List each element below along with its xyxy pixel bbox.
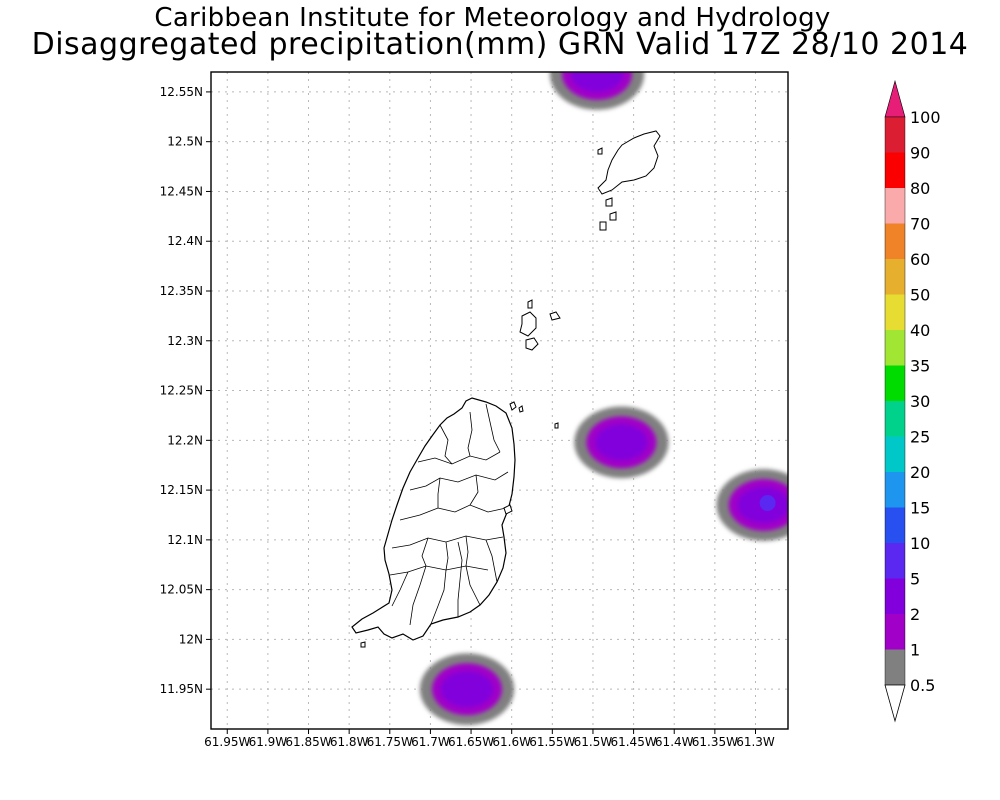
x-tick-label: 61.8W [330, 735, 369, 749]
colorbar-label: 20 [910, 463, 930, 482]
islets [360, 130, 661, 648]
colorbar-over-arrow [884, 79, 906, 118]
x-tick-label: 61.3W [736, 735, 775, 749]
colorbar-label: 0.5 [910, 676, 935, 695]
chart-title: Caribbean Institute for Meteorology and … [154, 3, 831, 33]
y-tick-label: 12.55N [160, 85, 203, 99]
colorbar-label: 2 [910, 605, 920, 624]
y-tick-label: 12.25N [160, 384, 203, 398]
colorbar-box [885, 188, 905, 224]
colorbar-under-arrow [884, 684, 906, 723]
colorbar-box [885, 614, 905, 650]
colorbar-box [885, 294, 905, 330]
colorbar-label: 1 [910, 641, 920, 660]
colorbar-label: 15 [910, 499, 930, 518]
colorbar-box [885, 223, 905, 259]
y-tick-label: 12.3N [167, 334, 203, 348]
x-tick-label: 61.85W [285, 735, 331, 749]
colorbar-box [885, 543, 905, 579]
plot-frame [210, 71, 789, 730]
x-tick-label: 61.6W [492, 735, 531, 749]
colorbar-box [885, 401, 905, 437]
colorbar-box [885, 330, 905, 366]
colorbar-label: 5 [910, 570, 920, 589]
x-tick-label: 61.55W [529, 735, 575, 749]
colorbar-box [885, 152, 905, 188]
x-tick-label: 61.95W [204, 735, 250, 749]
carriacou-island [597, 130, 661, 195]
parish-boundaries [389, 403, 509, 626]
latitude-axis: 11.95N 12N 12.05N 12.1N 12.15N 12.2N 12.25N 12.… [160, 85, 211, 696]
colorbar-label: 40 [910, 321, 930, 340]
colorbar-box [885, 472, 905, 508]
y-tick-label: 12.1N [167, 533, 203, 547]
colorbar-label: 35 [910, 357, 930, 376]
colorbar-label: 70 [910, 215, 930, 234]
x-tick-label: 61.45W [610, 735, 656, 749]
x-tick-label: 61.5W [574, 735, 613, 749]
land-outlines [351, 130, 661, 648]
precip-cell [419, 653, 515, 726]
precip-cell [549, 72, 645, 110]
precip-cell [574, 406, 669, 479]
y-tick-label: 12.5N [167, 135, 203, 149]
x-tick-label: 61.7W [411, 735, 450, 749]
x-tick-label: 61.65W [448, 735, 494, 749]
y-tick-label: 12.05N [160, 583, 203, 597]
grenada-island [351, 397, 516, 641]
colorbar-box [885, 649, 905, 685]
colorbar-label: 25 [910, 428, 930, 447]
longitude-axis: 61.95W61.9W61.85W61.8W61.75W61.7W61.65W6… [204, 729, 775, 749]
colorbar-box [885, 365, 905, 401]
colorbar-label: 50 [910, 286, 930, 305]
y-tick-label: 12.45N [160, 184, 203, 198]
map-grid [211, 72, 788, 729]
colorbar-label: 30 [910, 392, 930, 411]
colorbar-label: 60 [910, 250, 930, 269]
y-tick-label: 12.2N [167, 433, 203, 447]
x-tick-label: 61.4W [655, 735, 694, 749]
y-tick-label: 12.4N [167, 234, 203, 248]
colorbar-box [885, 436, 905, 472]
colorbar-box [885, 507, 905, 543]
y-tick-label: 11.95N [160, 682, 203, 696]
x-tick-label: 61.75W [367, 735, 413, 749]
x-tick-label: 61.35W [692, 735, 738, 749]
colorbar-box [885, 117, 905, 153]
colorbar-box [885, 259, 905, 295]
precipitation-field [419, 72, 788, 726]
y-tick-label: 12.15N [160, 483, 203, 497]
x-tick-label: 61.9W [249, 735, 288, 749]
y-tick-label: 12.35N [160, 284, 203, 298]
colorbar-label: 10 [910, 534, 930, 553]
chart-subtitle: Disaggregated precipitation(mm) GRN Vali… [31, 27, 969, 62]
y-tick-label: 12N [179, 632, 203, 646]
colorbar-label: 100 [910, 108, 941, 127]
precip-cell [716, 469, 788, 541]
colorbar-label: 90 [910, 144, 930, 163]
colorbar-box [885, 578, 905, 614]
colorbar-label: 80 [910, 179, 930, 198]
